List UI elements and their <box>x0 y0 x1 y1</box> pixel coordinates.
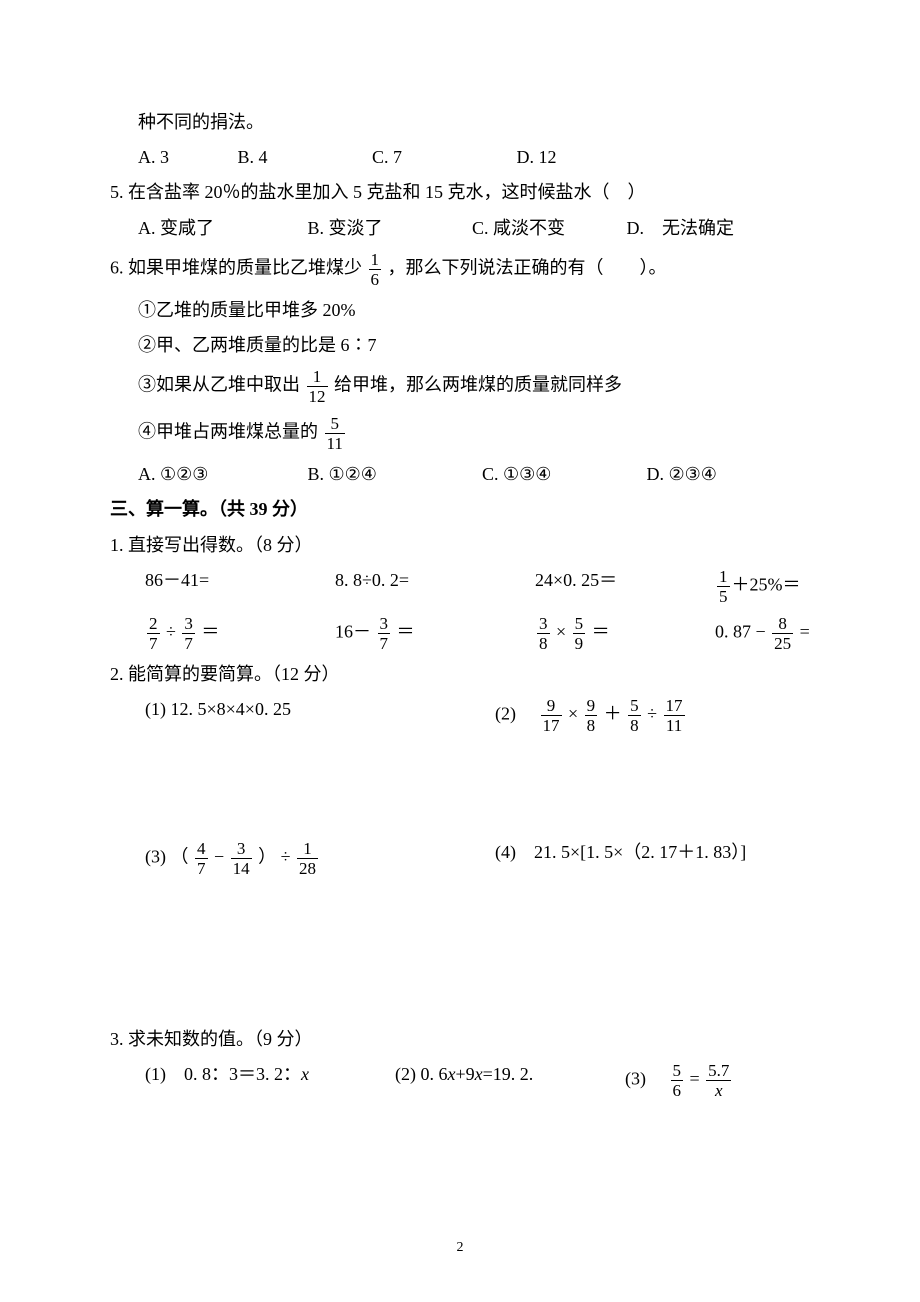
p1-r2-c2: 16－ 37 ＝ <box>335 615 535 652</box>
q4-opt-d: D. 12 <box>517 145 557 170</box>
p2-4: (4) 21. 5×[1. 5×（2. 17＋1. 83）] <box>495 840 746 877</box>
section-3-title: 三、算一算。（共 39 分） <box>110 497 820 522</box>
p1-r1-c1: 86－41= <box>145 568 335 605</box>
p3-row: (1) 0. 8：3＝3. 2：x (2) 0. 6x+9x=19. 2. (3… <box>110 1062 820 1099</box>
q6-stmt-4: ④甲堆占两堆煤总量的 5 11 <box>110 415 820 452</box>
p1-r1-c3: 24×0. 25＝ <box>535 568 715 605</box>
var-x: x <box>475 1064 483 1084</box>
p1-r2-c4: 0. 87 − 825 = <box>715 615 810 652</box>
q6-text-a: 6. 如果甲堆煤的质量比乙堆煤少 <box>110 257 367 277</box>
q5-text: 5. 在含盐率 20％的盐水里加入 5 克盐和 15 克水，这时候盐水（ ） <box>110 180 820 205</box>
q4-options: A. 3 B. 4 C. 7 D. 12 <box>110 145 820 170</box>
q6-options: A. ①②③ B. ①②④ C. ①③④ D. ②③④ <box>110 462 820 487</box>
p2-title: 2. 能简算的要简算。（12 分） <box>110 662 820 687</box>
q4-continuation: 种不同的捐法。 <box>110 110 820 135</box>
q6-frac-3: 5 11 <box>325 415 345 452</box>
page-number: 2 <box>0 1238 920 1258</box>
p1-r2-c1: 27 ÷ 37 ＝ <box>145 615 335 652</box>
q6-stmt-2: ②甲、乙两堆质量的比是 6∶7 <box>110 333 820 358</box>
q6-opt-d: D. ②③④ <box>647 462 717 487</box>
p3-3: (3) 56 = 5.7x <box>625 1062 733 1099</box>
q6-opt-b: B. ①②④ <box>308 462 478 487</box>
var-x: x <box>301 1064 309 1084</box>
q6-stmt-3: ③如果从乙堆中取出 1 12 给甲堆，那么两堆煤的质量就同样多 <box>110 368 820 405</box>
page: 种不同的捐法。 A. 3 B. 4 C. 7 D. 12 5. 在含盐率 20％… <box>0 0 920 1302</box>
p3-title: 3. 求未知数的值。（9 分） <box>110 1027 820 1052</box>
var-x: x <box>448 1064 456 1084</box>
q6-stmt-1: ①乙堆的质量比甲堆多 20% <box>110 298 820 323</box>
p2-row2: (3) （ 47 − 314 ） ÷ 128 (4) 21. 5×[1. 5×（… <box>110 840 820 877</box>
q5-options: A. 变咸了 B. 变淡了 C. 咸淡不变 D. 无法确定 <box>110 216 820 241</box>
q6-text-b: ，那么下列说法正确的有（ ）。 <box>388 257 667 277</box>
p1-row2: 27 ÷ 37 ＝ 16－ 37 ＝ 38 × 59 ＝ 0. 87 − 825… <box>110 615 820 652</box>
var-x: x <box>706 1081 731 1099</box>
p2-1: (1) 12. 5×8×4×0. 25 <box>145 697 495 734</box>
q4-opt-c: C. 7 <box>372 145 512 170</box>
q6-frac-2: 1 12 <box>307 368 328 405</box>
q6-frac-1: 1 6 <box>369 251 382 288</box>
p1-r1-c2: 8. 8÷0. 2= <box>335 568 535 605</box>
p2-2: (2) 917 × 98 ＋ 58 ÷ 1711 <box>495 697 687 734</box>
q6-opt-a: A. ①②③ <box>138 462 303 487</box>
p1-row1: 86－41= 8. 8÷0. 2= 24×0. 25＝ 1 5 ＋25%＝ <box>110 568 820 605</box>
p2-row1: (1) 12. 5×8×4×0. 25 (2) 917 × 98 ＋ 58 ÷ … <box>110 697 820 734</box>
p1-title: 1. 直接写出得数。（8 分） <box>110 533 820 558</box>
p1-r2-c3: 38 × 59 ＝ <box>535 615 715 652</box>
q6-text: 6. 如果甲堆煤的质量比乙堆煤少 1 6 ，那么下列说法正确的有（ ）。 <box>110 251 820 288</box>
q5-opt-a: A. 变咸了 <box>138 216 303 241</box>
q5-opt-c: C. 咸淡不变 <box>472 216 622 241</box>
p3-1: (1) 0. 8：3＝3. 2：x <box>145 1062 395 1099</box>
p1-r1-c4: 1 5 ＋25%＝ <box>715 568 801 605</box>
p3-2: (2) 0. 6x+9x=19. 2. <box>395 1062 625 1099</box>
q4-opt-a: A. 3 <box>138 145 233 170</box>
p2-3: (3) （ 47 − 314 ） ÷ 128 <box>145 840 495 877</box>
q4-opt-b: B. 4 <box>238 145 368 170</box>
q5-opt-d: D. 无法确定 <box>627 216 735 241</box>
q5-opt-b: B. 变淡了 <box>308 216 468 241</box>
q6-opt-c: C. ①③④ <box>482 462 642 487</box>
